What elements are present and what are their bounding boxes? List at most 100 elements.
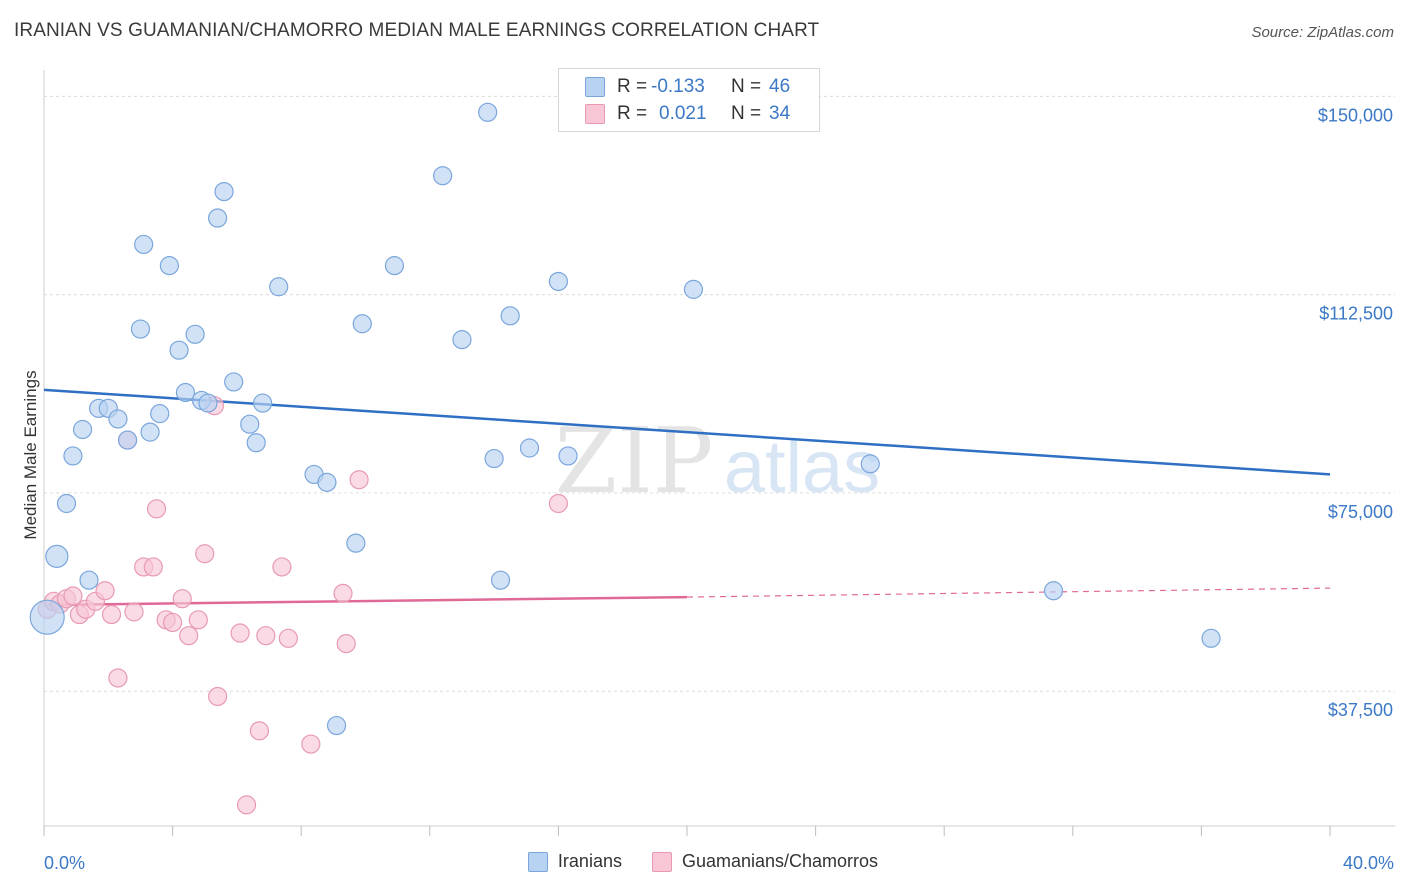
iranian-point	[108, 409, 128, 429]
iranian-point	[548, 271, 569, 292]
guamanian-point	[230, 623, 250, 643]
iranian-point	[117, 430, 138, 450]
legend-label-guamanians: Guamanians/Chamorros	[681, 851, 879, 871]
iranian-point	[269, 277, 289, 297]
iranian-point	[29, 599, 65, 635]
iranian-point	[246, 433, 266, 453]
iranian-point	[484, 448, 504, 469]
iranian-point	[519, 438, 540, 458]
iranian-point	[140, 422, 160, 442]
chart-title: IRANIAN VS GUAMANIAN/CHAMORRO MEDIAN MAL…	[14, 20, 820, 41]
guamanian-point	[172, 589, 192, 609]
iranian-point	[683, 279, 704, 299]
iranian-point	[72, 419, 93, 440]
y-axis-label: Median Male Earnings	[21, 370, 40, 539]
stats-legend: R = -0.133 N = 46 R = 0.021 N = 34	[558, 68, 820, 132]
guamanians-n-value: 34	[769, 103, 791, 124]
iranians-n-value: 46	[769, 76, 791, 97]
iranian-point	[198, 393, 218, 413]
legend-swatch-iranians	[527, 851, 548, 872]
y-tick-label: $112,500	[1319, 304, 1393, 324]
guamanian-point	[256, 626, 276, 646]
axes	[43, 70, 1395, 836]
guamanian-point	[143, 557, 163, 577]
guamanian-point	[208, 686, 228, 707]
guamanian-point	[146, 499, 167, 519]
iranian-point	[326, 715, 347, 736]
guamanian-point	[301, 734, 321, 754]
guamanian-point	[349, 470, 369, 490]
guamanian-point	[195, 544, 215, 564]
guamanian-point	[179, 626, 199, 646]
watermark-zip: ZIP	[555, 409, 714, 514]
guamanian-point	[108, 668, 128, 688]
stats-row-guamanians: R = 0.021 N = 34	[585, 102, 790, 126]
iranian-point	[352, 314, 372, 334]
iranian-point	[240, 414, 260, 434]
iranian-point	[346, 533, 366, 553]
legend-item-iranians: Iranians	[527, 851, 622, 872]
iranian-point	[500, 306, 520, 326]
iranian-point	[478, 102, 498, 122]
trend-line-guamanians	[43, 595, 688, 607]
tick-labels: $37,500 $75,000 $112,500 $150,000 0.0% 40.0%	[44, 105, 1394, 873]
guamanians-r-value: 0.021	[659, 103, 707, 124]
guamanians-r-label: R =	[617, 103, 648, 124]
x-tick-label-start: 0.0%	[44, 853, 85, 873]
iranian-point	[56, 493, 77, 514]
iranian-point	[169, 340, 189, 360]
legend-item-guamanians: Guamanians/Chamorros	[651, 851, 879, 872]
iranian-point	[433, 166, 453, 186]
iranians-swatch	[585, 77, 605, 97]
iranian-point	[45, 544, 69, 568]
watermark: ZIP atlas	[555, 409, 880, 514]
iranians-r-label: R =	[617, 76, 648, 97]
guamanian-point	[101, 604, 122, 625]
iranian-point	[452, 330, 472, 350]
guamanian-point	[63, 586, 83, 606]
guamanian-point	[249, 721, 270, 741]
guamanians-swatch	[585, 104, 605, 124]
iranian-point	[134, 234, 154, 255]
guamanian-point	[188, 610, 208, 630]
iranian-point	[130, 319, 151, 339]
watermark-atlas: atlas	[724, 425, 880, 508]
iranian-point	[185, 324, 205, 344]
iranian-point	[208, 208, 228, 228]
guamanian-point	[95, 581, 115, 601]
guamanians-n-label: N =	[731, 103, 762, 124]
iranian-point	[860, 454, 880, 474]
iranians-r-value: -0.133	[651, 76, 705, 97]
guamanian-point	[278, 628, 298, 648]
iranian-point	[253, 393, 273, 413]
data-points	[29, 102, 1221, 815]
guamanian-point	[124, 602, 144, 622]
legend-label-iranians: Iranians	[557, 851, 622, 871]
iranian-point	[317, 472, 337, 492]
guamanian-point	[272, 557, 292, 577]
iranian-point	[175, 382, 196, 403]
iranian-point	[224, 372, 244, 392]
iranian-point	[214, 181, 234, 202]
y-tick-label: $75,000	[1328, 502, 1393, 522]
guamanian-point	[236, 795, 257, 815]
iranian-point	[558, 446, 578, 466]
iranian-point	[150, 404, 170, 424]
series-legend: Iranians Guamanians/Chamorros	[0, 851, 1406, 872]
guamanian-point	[336, 634, 356, 654]
iranians-n-label: N =	[731, 76, 762, 97]
iranian-point	[79, 570, 99, 590]
y-tick-label: $150,000	[1318, 105, 1393, 125]
chart-source: Source: ZipAtlas.com	[1251, 24, 1394, 41]
x-tick-label-end: 40.0%	[1343, 853, 1394, 873]
iranian-point	[384, 256, 405, 276]
stats-row-iranians: R = -0.133 N = 46	[585, 75, 790, 99]
trend-line-guamanians-extension	[686, 587, 1331, 598]
iranian-point	[63, 446, 83, 466]
legend-swatch-guamanians	[651, 851, 672, 872]
y-tick-label: $37,500	[1328, 700, 1393, 720]
iranian-point	[1043, 581, 1064, 601]
guamanian-point	[548, 493, 569, 514]
iranian-point	[1201, 628, 1221, 648]
